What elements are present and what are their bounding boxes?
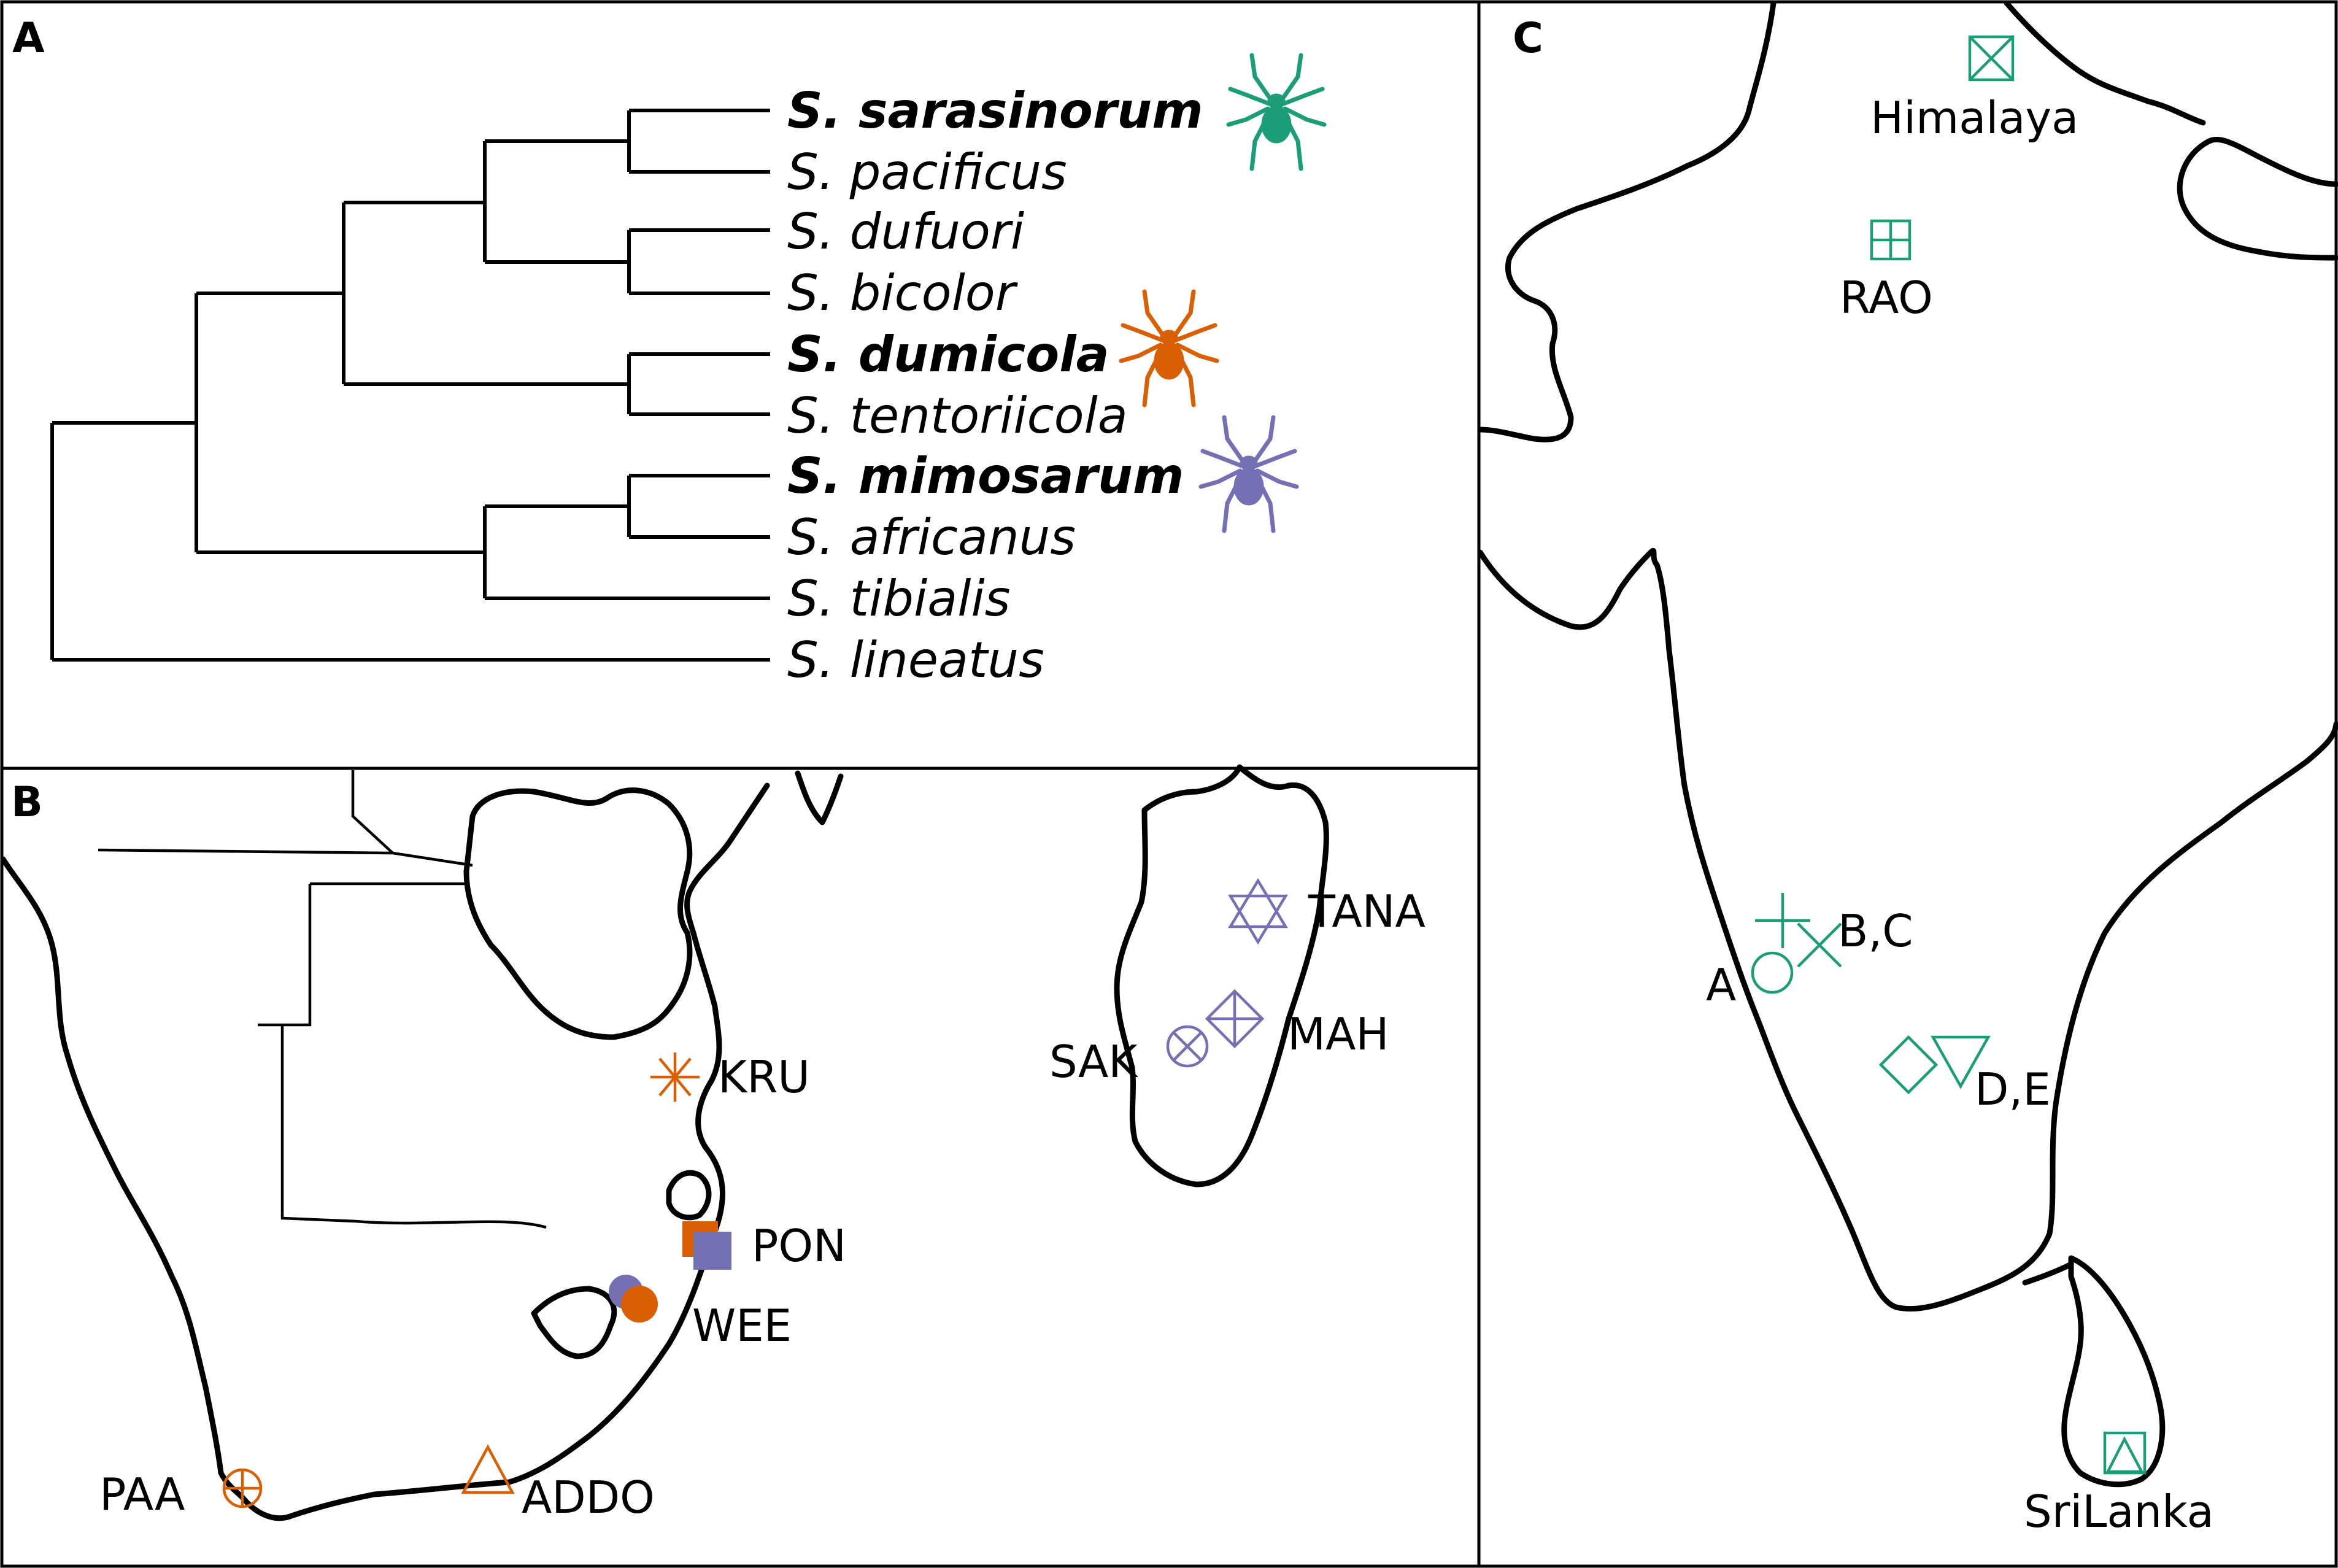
site-label-pon: PON	[752, 1220, 846, 1272]
taxon-dumicola: S. dumicola	[787, 326, 1109, 383]
africa-map: KRU PON WEE PAA ADDO TANA MAH	[0, 764, 1426, 1523]
india-north-coast	[2177, 136, 2338, 261]
taxon-sarasinorum: S. sarasinorum	[787, 82, 1203, 139]
site-label-himalaya: Himalaya	[1870, 92, 2078, 144]
x-symbol	[1797, 922, 1842, 968]
taxon-pacificus: S. pacificus	[787, 144, 1067, 201]
circle-symbol-green	[1751, 951, 1794, 994]
site-label-bc: B,C	[1838, 905, 1913, 957]
box-triangle-symbol	[2103, 1431, 2147, 1475]
india-coastline	[1477, 0, 1777, 442]
taxon-bicolor: S. bicolor	[787, 265, 1019, 322]
circle-x-symbol	[1166, 1025, 1209, 1068]
panel-a-label: A	[12, 14, 45, 63]
himalaya-ridge	[2004, 0, 2206, 126]
phylogenetic-tree: S. sarasinorum S. pacificus S. dufuori S…	[50, 55, 1324, 689]
taxon-lineatus: S. lineatus	[787, 631, 1044, 689]
site-label-tana: TANA	[1308, 886, 1426, 937]
panel-b-label: B	[11, 778, 43, 827]
srilanka-outline	[2061, 1255, 2166, 1488]
hexagram-symbol	[1228, 878, 1288, 945]
taxon-tibialis: S. tibialis	[787, 570, 1010, 627]
taxon-africanus: S. africanus	[787, 509, 1076, 566]
spider-icon-dumicola	[1121, 292, 1217, 405]
taxon-mimosarum: S. mimosarum	[787, 447, 1184, 504]
site-label-sak: SAK	[1049, 1036, 1138, 1087]
east-coast-upper	[795, 770, 844, 825]
plus-symbol	[1755, 893, 1810, 948]
taxon-dufuori: S. dufuori	[787, 203, 1024, 260]
madagascar-outline	[1114, 764, 1329, 1188]
site-label-rao: RAO	[1840, 272, 1933, 323]
box-plus-symbol	[1870, 219, 1912, 261]
site-label-kru: KRU	[718, 1051, 810, 1103]
great-lake-outline	[463, 787, 693, 1040]
tree-branches	[50, 109, 770, 662]
box-x-symbol	[1968, 35, 2015, 82]
adams-bridge	[2022, 1261, 2074, 1286]
spider-icon-mimosarum	[1201, 417, 1297, 531]
site-label-srilanka: SriLanka	[2024, 1486, 2214, 1537]
star-symbol	[650, 1052, 700, 1102]
taxon-tentoriicola: S. tentoriicola	[787, 387, 1128, 444]
circle-symbol-orange	[621, 1286, 658, 1323]
site-label-addo: ADDO	[522, 1472, 655, 1523]
diamond-plus-symbol	[1205, 989, 1265, 1049]
site-label-paa: PAA	[99, 1469, 185, 1520]
africa-coastline	[0, 782, 770, 1521]
swaziland-outline	[666, 1170, 712, 1221]
circle-plus-symbol	[222, 1468, 263, 1508]
diamond-symbol	[1878, 1035, 1939, 1095]
site-label-mah: MAH	[1287, 1008, 1389, 1060]
country-borders	[98, 770, 547, 1229]
spider-icon-sarasinorum	[1229, 55, 1324, 169]
site-label-a: A	[1706, 959, 1736, 1011]
india-west-coast	[1477, 548, 2338, 1312]
india-map: Himalaya RAO B,C A D,E SriLanka	[1477, 0, 2338, 1537]
down-triangle-symbol	[1931, 1035, 1991, 1089]
triangle-symbol	[461, 1444, 515, 1494]
panel-c-label: C	[1513, 14, 1543, 63]
square-symbol-purple	[693, 1232, 731, 1270]
site-label-wee: WEE	[692, 1300, 792, 1351]
lake-lesotho-outline	[531, 1286, 617, 1359]
site-label-de: D,E	[1975, 1064, 2051, 1115]
